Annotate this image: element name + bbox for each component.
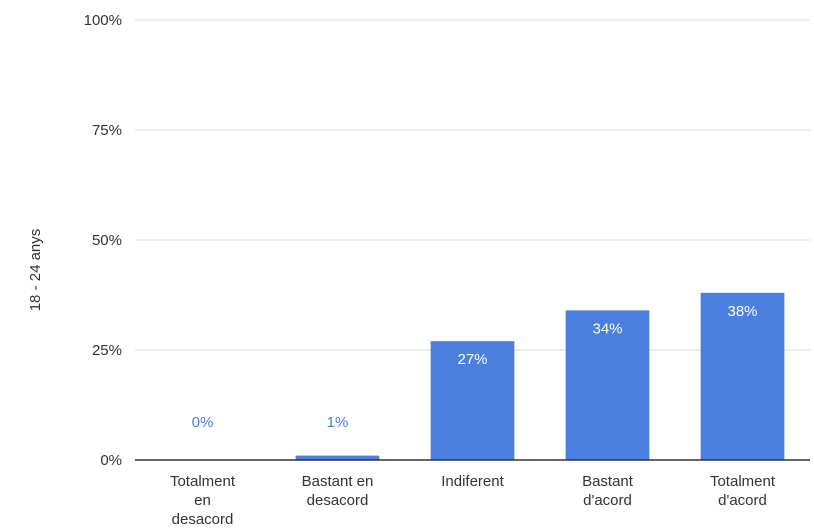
- data-label: 1%: [327, 414, 349, 431]
- data-label: 27%: [457, 351, 487, 368]
- y-tick-label: 100%: [84, 12, 122, 29]
- y-axis-label: 18 - 24 anys: [27, 229, 44, 312]
- data-label: 0%: [192, 414, 214, 431]
- x-category-label: d'acord: [583, 492, 632, 509]
- data-label: 34%: [592, 320, 622, 337]
- bars: [295, 292, 785, 460]
- x-category-label: Bastant: [582, 473, 634, 490]
- x-category-label: d'acord: [718, 492, 767, 509]
- x-category-label: desacord: [307, 492, 369, 509]
- bar: [700, 292, 785, 460]
- x-category-label: en: [194, 492, 211, 509]
- x-category-label: Totalment: [170, 473, 236, 490]
- bar: [430, 341, 515, 460]
- y-tick-label: 25%: [92, 342, 122, 359]
- y-axis-ticks: 0% 25% 50% 75% 100%: [84, 12, 122, 469]
- data-label: 38%: [727, 303, 757, 320]
- x-category-label: Totalment: [710, 473, 776, 490]
- y-tick-label: 75%: [92, 122, 122, 139]
- x-category-label: desacord: [172, 511, 234, 528]
- bar: [295, 455, 380, 460]
- x-category-label: Indiferent: [441, 473, 504, 490]
- x-axis-categories: Totalment en desacord Bastant en desacord Ind…: [170, 473, 776, 528]
- y-tick-label: 0%: [100, 452, 122, 469]
- data-labels: 0% 1% 27% 34% 38%: [192, 303, 758, 431]
- x-category-label: Bastant en: [302, 473, 374, 490]
- bar: [565, 310, 650, 460]
- y-tick-label: 50%: [92, 232, 122, 249]
